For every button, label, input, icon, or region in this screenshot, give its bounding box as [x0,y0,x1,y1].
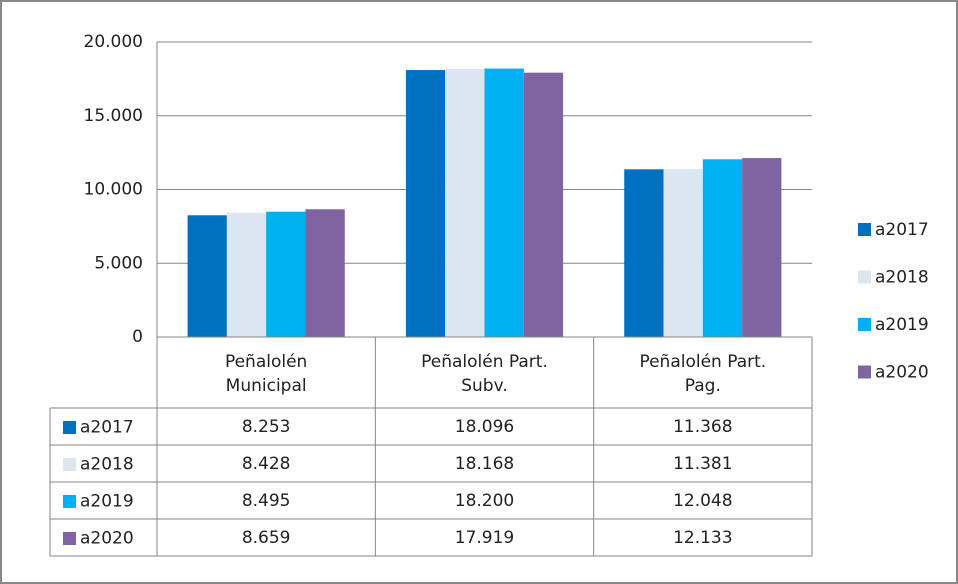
bar [702,159,743,337]
bar [663,169,703,337]
bar [624,169,664,337]
y-tick-label: 10.000 [84,180,143,200]
table-legend-key [63,532,76,545]
y-tick-label: 0 [132,327,143,347]
bar [445,69,485,337]
legend-key [858,318,871,331]
bar [305,209,345,337]
legend-label: a2017 [875,220,929,240]
y-tick-label: 20.000 [84,32,143,52]
table-series-name: a2018 [80,455,134,475]
category-label: Peñalolén Part. Subv. [421,352,548,396]
table-value: 12.048 [673,490,733,511]
legend-key [858,270,871,284]
legend-label: a2020 [875,363,929,383]
table-value: 8.659 [241,527,291,548]
y-tick-label: 15.000 [84,106,143,126]
table-legend-key [63,458,76,471]
bar [742,158,782,337]
table-value: 8.495 [241,490,291,511]
category-label: Peñalolén Municipal [224,352,308,396]
table-value: 8.253 [241,416,291,437]
y-tick-label: 5.000 [94,253,143,273]
table-value: 11.381 [673,453,733,474]
table-value: 12.133 [673,527,733,548]
legend-label: a2018 [875,268,929,288]
legend-label: a2019 [875,315,929,335]
table-series-name: a2019 [80,492,134,512]
legend-key [858,365,871,379]
bar [484,68,524,338]
table-value: 11.368 [673,416,733,437]
table-series-name: a2017 [80,418,134,438]
table-value: 18.096 [454,416,515,437]
table-value: 18.168 [454,453,515,474]
bar [266,211,306,337]
bar [226,212,267,337]
bar [523,72,564,337]
legend-key [858,223,871,236]
bar [405,70,446,338]
table-value: 17.919 [454,527,515,548]
table-series-name: a2020 [80,529,134,549]
table-legend-key [63,495,76,508]
table-value: 18.200 [454,490,515,511]
bar [187,215,227,337]
table-value: 8.428 [241,453,291,474]
table-legend-key [63,421,76,434]
category-label: Peñalolén Part. Pag. [639,352,767,396]
